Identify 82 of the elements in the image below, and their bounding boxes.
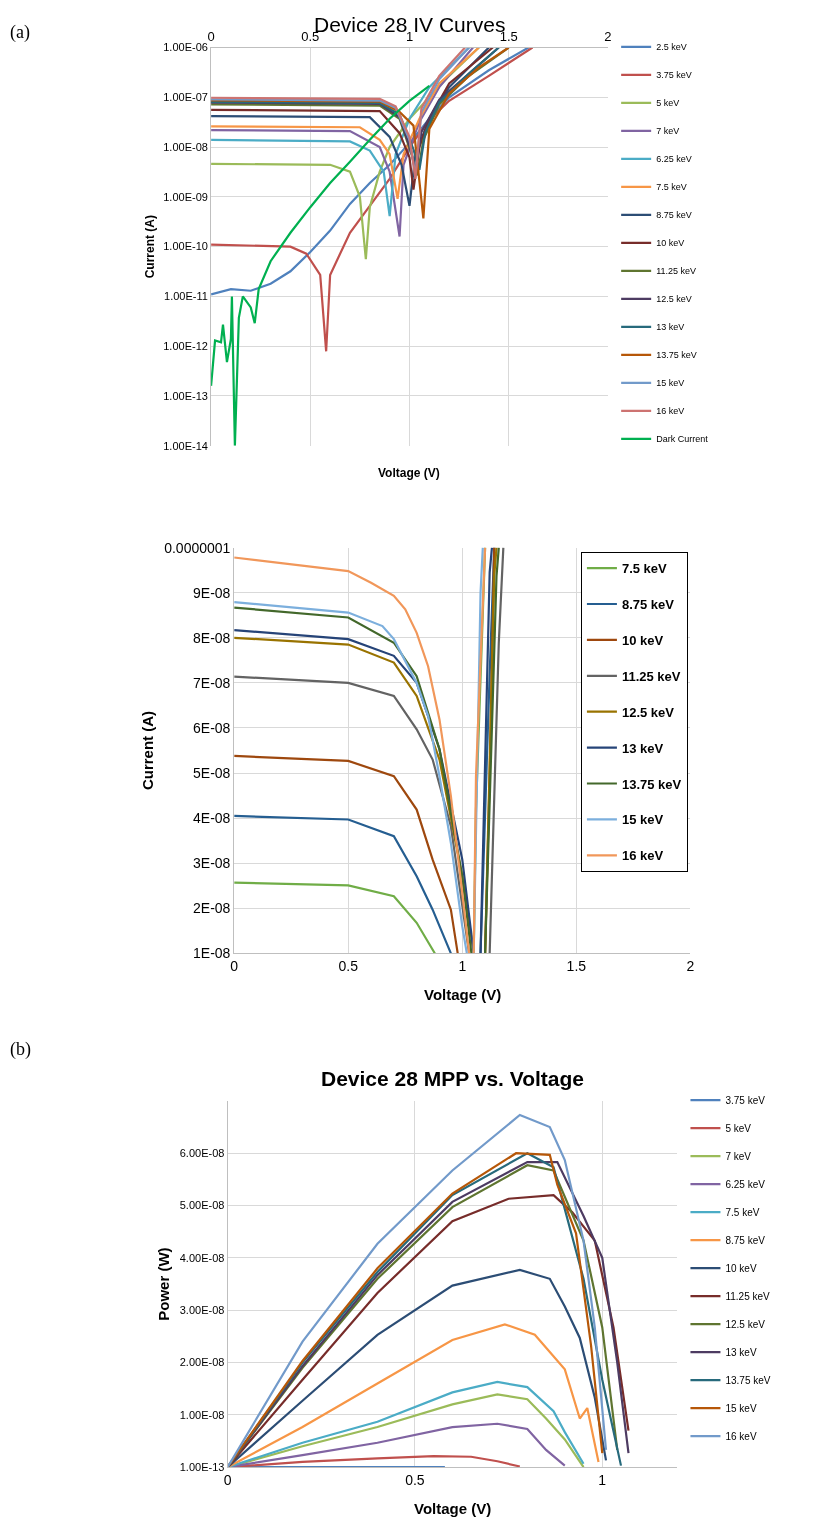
- x-tick-label: 1.5: [566, 958, 587, 975]
- legend-label: 11.25 keV: [656, 266, 697, 277]
- legend-label: 6.25 keV: [656, 154, 692, 165]
- y-tick-label: 6.00E-08: [179, 1147, 225, 1160]
- x-tick-label: 1: [598, 1472, 607, 1488]
- legend-label: 13 keV: [656, 322, 685, 333]
- legend-label: 3.75 keV: [725, 1095, 766, 1107]
- legend-label: 10 keV: [621, 632, 664, 648]
- legend-label: 13.75 keV: [621, 776, 682, 792]
- x-axis-title: Voltage (V): [378, 466, 440, 480]
- y-tick-label: 1.00E-08: [163, 140, 208, 153]
- y-axis-title: Current (A): [139, 710, 157, 791]
- x-tick-label: 0.5: [338, 958, 359, 975]
- legend-label: 13.75 keV: [725, 1375, 771, 1387]
- x-axis-title: Voltage (V): [424, 986, 502, 1003]
- legend-label: 11.25 keV: [621, 668, 681, 684]
- legend-label: 2.5 keV: [656, 42, 687, 53]
- x-tick-label: 0: [223, 1472, 232, 1488]
- x-tick-label: 1: [458, 958, 467, 975]
- x-tick-label: 0: [207, 29, 215, 45]
- legend-label: 16 keV: [725, 1431, 757, 1443]
- legend-label: 7.5 keV: [725, 1207, 760, 1219]
- y-tick-label: 5.00E-08: [179, 1199, 225, 1212]
- y-tick-label: 7E-08: [193, 674, 231, 691]
- y-tick-label: 1.00E-06: [163, 41, 208, 54]
- legend-label: 3.75 keV: [656, 70, 692, 81]
- legend-label: 12.5 keV: [621, 704, 675, 720]
- y-tick-label: 5E-08: [193, 764, 231, 781]
- x-axis-title: Voltage (V): [414, 1500, 492, 1517]
- y-tick-label: 2.00E-08: [179, 1356, 225, 1369]
- x-tick-label: 0.5: [405, 1472, 425, 1488]
- legend-label: Dark Current: [656, 434, 709, 445]
- y-tick-label: 1.00E-08: [179, 1408, 225, 1421]
- legend-label: 8.75 keV: [725, 1235, 766, 1247]
- y-tick-label: 1E-08: [193, 945, 231, 962]
- y-tick-label: 3.00E-08: [179, 1304, 225, 1317]
- legend-label: 5 keV: [656, 98, 680, 109]
- y-axis-title: Power (W): [154, 1247, 172, 1321]
- y-tick-label: 4.00E-08: [179, 1251, 225, 1264]
- legend-label: 12.5 keV: [656, 294, 692, 305]
- legend-label: 15 keV: [725, 1403, 757, 1415]
- x-tick-label: 0: [230, 958, 239, 975]
- y-tick-label: 1.00E-10: [163, 240, 208, 253]
- legend-label: 7 keV: [725, 1151, 752, 1163]
- legend-label: 10 keV: [725, 1263, 757, 1275]
- legend-label: 7.5 keV: [621, 561, 668, 577]
- text: (a): [10, 22, 30, 43]
- y-tick-label: 1.00E-13: [179, 1461, 225, 1474]
- legend-label: 8.75 keV: [656, 210, 692, 221]
- y-tick-label: 9E-08: [193, 584, 231, 601]
- legend-label: 10 keV: [656, 238, 685, 249]
- x-tick-label: 2: [686, 958, 695, 975]
- legend-label: 13 keV: [621, 740, 664, 756]
- legend-label: 13 keV: [725, 1347, 757, 1359]
- y-tick-label: 8E-08: [193, 629, 231, 646]
- legend-label: 13.75 keV: [656, 350, 697, 361]
- y-tick-label: 2E-08: [193, 900, 231, 917]
- legend-label: 15 keV: [656, 378, 685, 389]
- text: (b): [10, 1039, 31, 1060]
- legend-label: 8.75 keV: [621, 597, 675, 613]
- legend-label: 7.5 keV: [656, 182, 687, 193]
- x-tick-label: 2: [604, 29, 612, 45]
- legend-label: 16 keV: [621, 848, 664, 864]
- chart-title: Device 28 MPP vs. Voltage: [321, 1067, 585, 1090]
- y-tick-label: 1.00E-07: [163, 91, 208, 104]
- legend-label: 12.5 keV: [725, 1319, 766, 1331]
- y-tick-label: 3E-08: [193, 855, 231, 872]
- y-tick-label: 4E-08: [193, 810, 231, 827]
- legend-label: 5 keV: [725, 1123, 752, 1135]
- y-tick-label: 0.0000001: [164, 539, 231, 556]
- y-tick-label: 1.00E-13: [163, 389, 208, 402]
- legend-label: 6.25 keV: [725, 1179, 766, 1191]
- legend-label: 11.25 keV: [725, 1291, 771, 1303]
- y-tick-label: 1.00E-12: [163, 340, 208, 353]
- y-tick-label: 1.00E-09: [163, 190, 208, 203]
- y-tick-label: 1.00E-11: [164, 290, 208, 303]
- y-tick-label: 6E-08: [193, 719, 231, 736]
- y-tick-label: 1.00E-14: [163, 439, 208, 452]
- legend-label: 7 keV: [656, 126, 680, 137]
- legend-label: 15 keV: [621, 812, 664, 828]
- y-axis-title: Current (A): [142, 214, 157, 279]
- legend-label: 16 keV: [656, 406, 685, 417]
